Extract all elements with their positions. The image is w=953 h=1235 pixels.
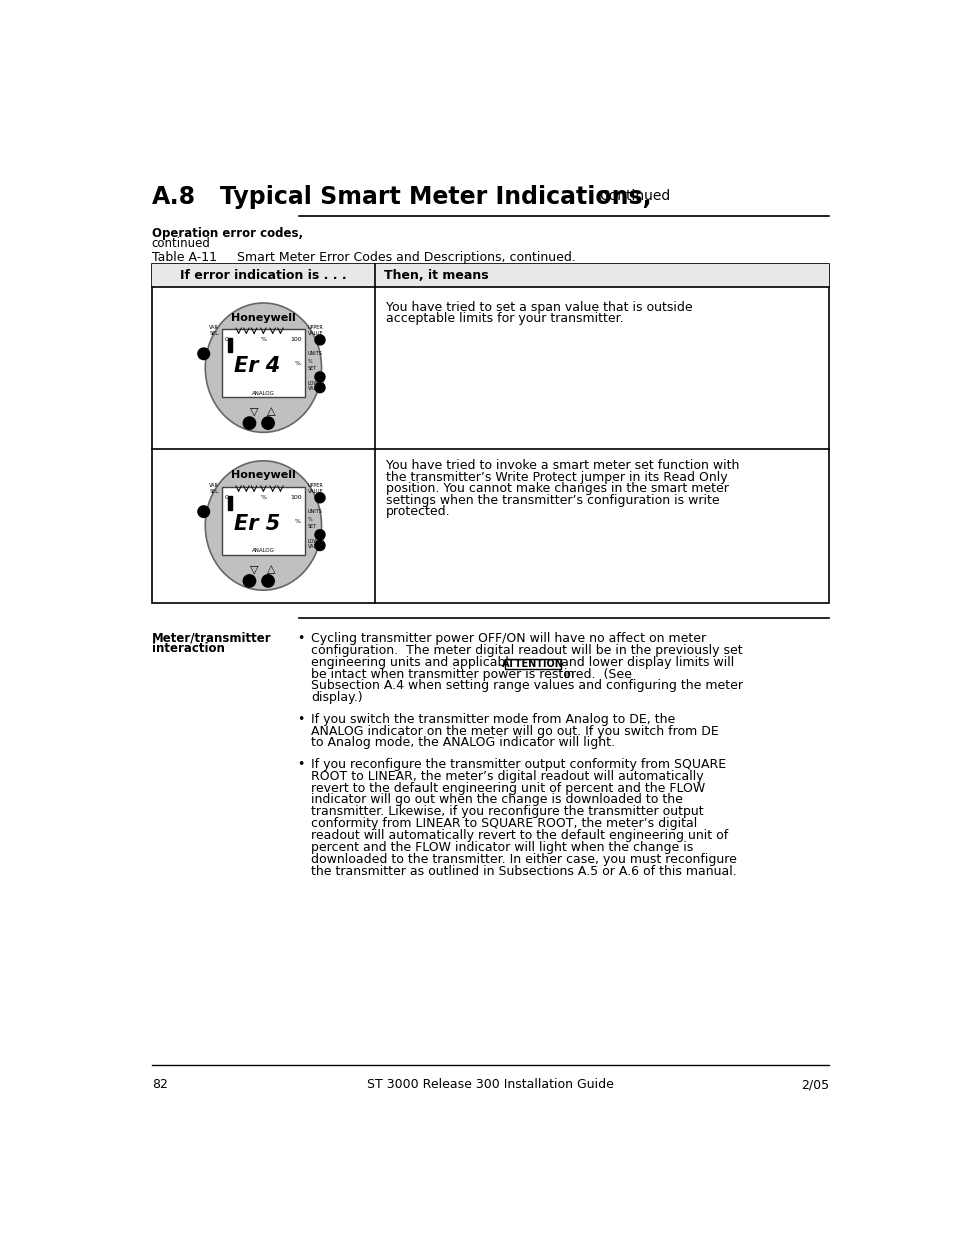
Text: percent and the FLOW indicator will light when the change is: percent and the FLOW indicator will ligh… xyxy=(311,841,693,855)
Text: to Analog mode, the ANALOG indicator will light.: to Analog mode, the ANALOG indicator wil… xyxy=(311,736,615,750)
Text: 82: 82 xyxy=(152,1078,168,1092)
Text: LOWER
VALUE: LOWER VALUE xyxy=(307,380,325,391)
Text: the transmitter’s Write Protect jumper in its Read Only: the transmitter’s Write Protect jumper i… xyxy=(385,471,727,484)
Text: continued: continued xyxy=(152,237,211,249)
Text: △: △ xyxy=(267,406,275,416)
Text: Er 4: Er 4 xyxy=(233,356,280,377)
Text: readout will automatically revert to the default engineering unit of: readout will automatically revert to the… xyxy=(311,829,728,842)
Text: You have tried to invoke a smart meter set function with: You have tried to invoke a smart meter s… xyxy=(385,459,739,472)
Text: LOWER
VALUE: LOWER VALUE xyxy=(307,538,325,550)
Text: SET: SET xyxy=(307,366,316,370)
Text: A.8: A.8 xyxy=(152,185,195,209)
Ellipse shape xyxy=(205,303,321,432)
Text: configuration.  The meter digital readout will be in the previously set: configuration. The meter digital readout… xyxy=(311,643,742,657)
Text: VAR
SEL.: VAR SEL. xyxy=(209,483,219,494)
Text: Honeywell: Honeywell xyxy=(231,471,295,480)
Text: transmitter. Likewise, if you reconfigure the transmitter output: transmitter. Likewise, if you reconfigur… xyxy=(311,805,703,819)
Circle shape xyxy=(314,372,325,382)
Text: Honeywell: Honeywell xyxy=(231,312,295,322)
Circle shape xyxy=(314,335,325,345)
Circle shape xyxy=(197,348,210,359)
Text: the transmitter as outlined in Subsections A.5 or A.6 of this manual.: the transmitter as outlined in Subsectio… xyxy=(311,864,737,878)
Text: •: • xyxy=(297,757,305,771)
Text: You have tried to set a span value that is outside: You have tried to set a span value that … xyxy=(385,300,692,314)
Text: settings when the transmitter’s configuration is write: settings when the transmitter’s configur… xyxy=(385,494,719,506)
Text: Er 5: Er 5 xyxy=(233,514,280,534)
Text: be intact when transmitter power is restored.  (See: be intact when transmitter power is rest… xyxy=(311,668,632,680)
Text: %: % xyxy=(307,359,312,364)
Text: downloaded to the transmitter. In either case, you must reconfigure: downloaded to the transmitter. In either… xyxy=(311,853,737,866)
Text: ▽: ▽ xyxy=(250,406,258,416)
Text: If error indication is . . .: If error indication is . . . xyxy=(180,269,346,282)
Circle shape xyxy=(314,530,325,540)
Text: △: △ xyxy=(267,564,275,574)
Text: Meter/transmitter: Meter/transmitter xyxy=(152,632,272,645)
Text: Typical Smart Meter Indications,: Typical Smart Meter Indications, xyxy=(220,185,651,209)
Bar xyxy=(152,264,828,287)
Text: SET: SET xyxy=(307,524,316,529)
Text: UNITS: UNITS xyxy=(307,351,322,356)
Bar xyxy=(221,330,305,396)
Text: Table A-11     Smart Meter Error Codes and Descriptions, continued.: Table A-11 Smart Meter Error Codes and D… xyxy=(152,251,575,263)
Ellipse shape xyxy=(205,461,321,590)
Text: If you switch the transmitter mode from Analog to DE, the: If you switch the transmitter mode from … xyxy=(311,713,675,726)
Text: UPPER
VALUE: UPPER VALUE xyxy=(307,326,323,336)
Text: ATTENTION: ATTENTION xyxy=(501,659,563,669)
Text: revert to the default engineering unit of percent and the FLOW: revert to the default engineering unit o… xyxy=(311,782,705,794)
Text: •: • xyxy=(297,713,305,726)
Text: 2/05: 2/05 xyxy=(801,1078,828,1092)
Text: acceptable limits for your transmitter.: acceptable limits for your transmitter. xyxy=(385,312,623,325)
Bar xyxy=(221,487,305,555)
Bar xyxy=(228,338,232,352)
Circle shape xyxy=(314,541,325,551)
Text: %: % xyxy=(260,495,266,500)
Text: Cycling transmitter power OFF/ON will have no affect on meter: Cycling transmitter power OFF/ON will ha… xyxy=(311,632,706,645)
Text: in: in xyxy=(563,668,575,680)
Text: UPPER
VALUE: UPPER VALUE xyxy=(307,483,323,494)
Bar xyxy=(504,659,560,669)
Circle shape xyxy=(243,417,255,430)
Text: %: % xyxy=(294,362,300,367)
Text: protected.: protected. xyxy=(385,505,450,519)
Text: ANALOG indicator on the meter will go out. If you switch from DE: ANALOG indicator on the meter will go ou… xyxy=(311,725,719,737)
Circle shape xyxy=(197,506,210,517)
Text: ROOT to LINEAR, the meter’s digital readout will automatically: ROOT to LINEAR, the meter’s digital read… xyxy=(311,769,703,783)
Text: 100: 100 xyxy=(291,495,302,500)
Text: 0: 0 xyxy=(224,337,229,342)
Text: ANALOG: ANALOG xyxy=(252,548,274,553)
Text: If you reconfigure the transmitter output conformity from SQUARE: If you reconfigure the transmitter outpu… xyxy=(311,757,726,771)
Text: position. You cannot make changes in the smart meter: position. You cannot make changes in the… xyxy=(385,483,728,495)
Circle shape xyxy=(314,383,325,393)
Text: engineering units and applicable upper and lower display limits will: engineering units and applicable upper a… xyxy=(311,656,734,668)
Text: conformity from LINEAR to SQUARE ROOT, the meter’s digital: conformity from LINEAR to SQUARE ROOT, t… xyxy=(311,818,697,830)
Text: ▽: ▽ xyxy=(250,564,258,574)
Text: VAR
SEL.: VAR SEL. xyxy=(209,326,219,336)
Text: indicator will go out when the change is downloaded to the: indicator will go out when the change is… xyxy=(311,793,682,806)
Circle shape xyxy=(314,493,325,503)
Text: 100: 100 xyxy=(291,337,302,342)
Text: Then, it means: Then, it means xyxy=(384,269,488,282)
Text: %: % xyxy=(307,516,312,522)
Bar xyxy=(228,496,232,510)
Text: Operation error codes,: Operation error codes, xyxy=(152,227,303,240)
Circle shape xyxy=(243,574,255,587)
Circle shape xyxy=(261,574,274,587)
Text: UNITS: UNITS xyxy=(307,509,322,514)
Text: Continued: Continued xyxy=(599,189,670,203)
Text: %: % xyxy=(260,337,266,342)
Text: 0: 0 xyxy=(224,495,229,500)
Text: interaction: interaction xyxy=(152,642,225,655)
Text: Subsection A.4 when setting range values and configuring the meter: Subsection A.4 when setting range values… xyxy=(311,679,742,693)
Text: ANALOG: ANALOG xyxy=(252,390,274,395)
Text: display.): display.) xyxy=(311,692,363,704)
Text: •: • xyxy=(297,632,305,645)
Text: ST 3000 Release 300 Installation Guide: ST 3000 Release 300 Installation Guide xyxy=(367,1078,614,1092)
Bar xyxy=(152,264,828,603)
Text: %: % xyxy=(294,519,300,524)
Circle shape xyxy=(261,417,274,430)
